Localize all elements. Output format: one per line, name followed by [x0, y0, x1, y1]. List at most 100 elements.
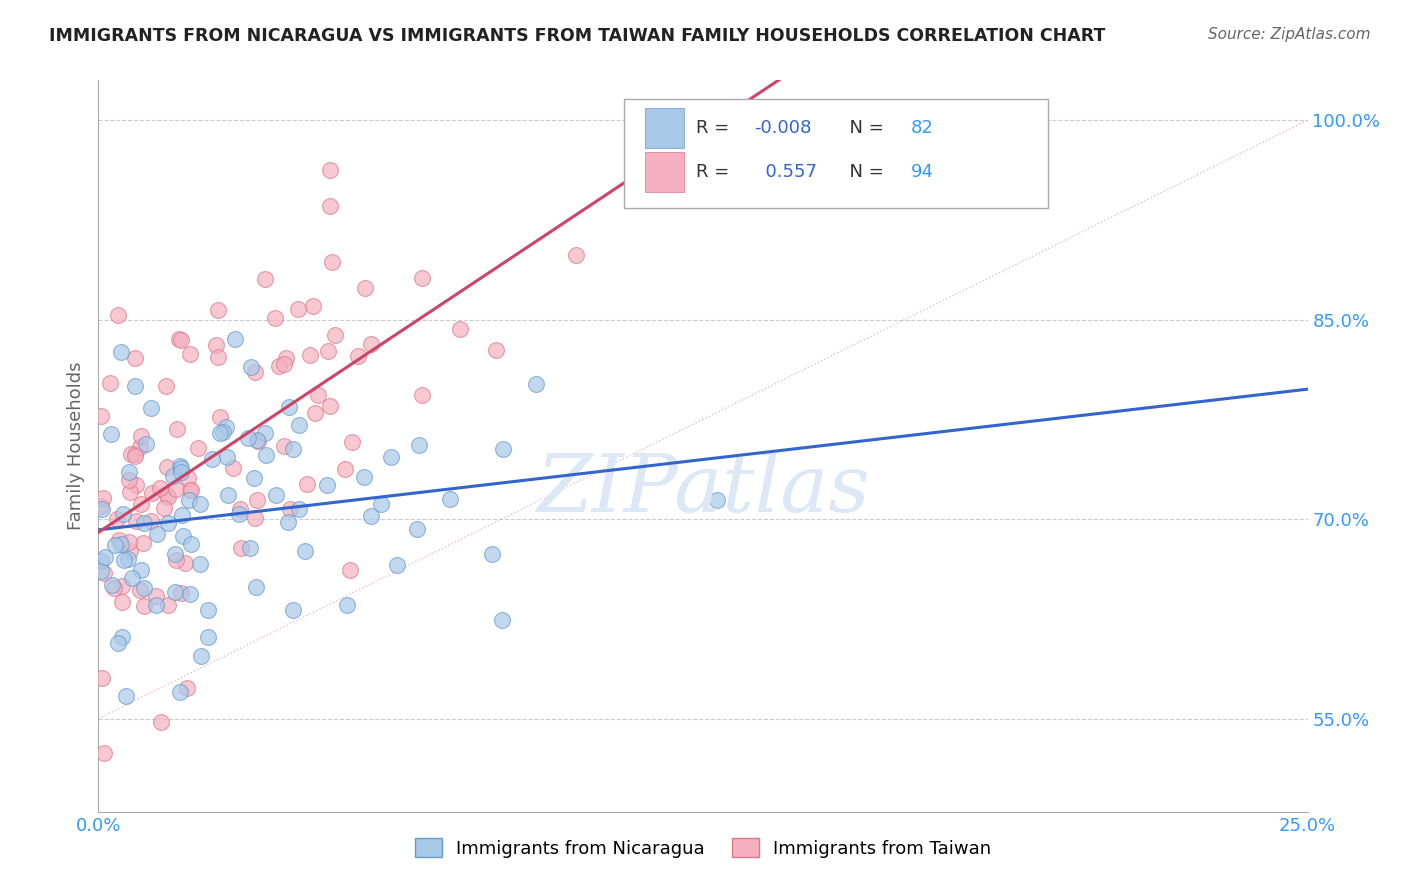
Point [208, 426, 231, 441]
Point [172, 529, 194, 543]
Point [115, 689, 138, 703]
Text: -0.008: -0.008 [754, 119, 811, 136]
Point [339, 563, 361, 577]
Point [354, 281, 377, 295]
Point [165, 552, 187, 566]
Point [120, 485, 142, 500]
Point [277, 515, 299, 529]
Point [299, 349, 322, 363]
Point [124, 447, 146, 461]
Point [118, 465, 141, 479]
Point [315, 477, 337, 491]
Point [188, 558, 211, 572]
Point [129, 582, 152, 597]
Point [90, 500, 112, 514]
Text: N =: N = [838, 119, 890, 136]
Point [135, 437, 157, 451]
Point [129, 497, 152, 511]
Point [706, 493, 728, 508]
Point [165, 482, 187, 496]
Point [155, 378, 177, 392]
Point [247, 434, 270, 448]
Point [217, 488, 239, 502]
Point [180, 483, 202, 498]
Point [145, 598, 167, 612]
Point [294, 544, 316, 558]
Point [129, 440, 152, 454]
Point [169, 458, 191, 473]
Point [105, 512, 128, 526]
Point [342, 435, 364, 450]
Text: R =: R = [696, 119, 735, 136]
Point [93, 566, 115, 580]
Point [243, 471, 266, 485]
Point [370, 497, 392, 511]
Point [411, 271, 433, 285]
Point [166, 421, 188, 435]
Point [169, 586, 191, 600]
Point [301, 299, 323, 313]
Point [188, 497, 211, 511]
Point [134, 516, 156, 530]
Point [307, 388, 329, 402]
Point [125, 478, 148, 492]
Point [288, 501, 311, 516]
Point [170, 333, 193, 347]
Point [295, 476, 318, 491]
Point [211, 425, 233, 439]
Point [263, 311, 285, 326]
Point [157, 516, 180, 530]
Point [163, 547, 186, 561]
Point [179, 587, 201, 601]
Point [177, 493, 200, 508]
Point [246, 433, 269, 447]
Point [439, 491, 461, 506]
Point [269, 359, 291, 374]
Point [274, 351, 297, 365]
Point [170, 465, 193, 479]
Point [156, 488, 179, 502]
Point [353, 469, 375, 483]
Text: 82: 82 [911, 119, 934, 136]
Point [239, 541, 262, 555]
Point [221, 461, 243, 475]
Point [187, 442, 209, 456]
Point [316, 344, 339, 359]
Point [277, 401, 299, 415]
Point [108, 533, 131, 547]
Point [273, 357, 295, 371]
Point [346, 349, 368, 363]
Point [149, 481, 172, 495]
Point [90, 409, 112, 424]
Point [236, 431, 259, 445]
Point [360, 508, 382, 523]
Text: Source: ZipAtlas.com: Source: ZipAtlas.com [1208, 27, 1371, 42]
Point [163, 584, 186, 599]
Point [215, 419, 238, 434]
Point [118, 473, 141, 487]
Point [283, 442, 305, 457]
Point [408, 438, 430, 452]
Point [145, 589, 167, 603]
Point [121, 571, 143, 585]
Point [179, 483, 201, 497]
Point [321, 255, 343, 269]
Point [278, 502, 301, 516]
Point [229, 501, 252, 516]
Point [90, 565, 112, 579]
Text: 0.557: 0.557 [754, 162, 817, 181]
Point [201, 452, 224, 467]
Point [240, 359, 263, 374]
Point [146, 527, 169, 541]
Point [228, 507, 250, 521]
Bar [645, 152, 683, 192]
Text: 94: 94 [911, 162, 934, 181]
Point [98, 376, 121, 390]
Point [287, 302, 309, 317]
Point [319, 163, 342, 178]
Point [336, 599, 359, 613]
Point [411, 388, 433, 402]
Point [112, 553, 135, 567]
Point [246, 492, 269, 507]
Point [110, 537, 132, 551]
